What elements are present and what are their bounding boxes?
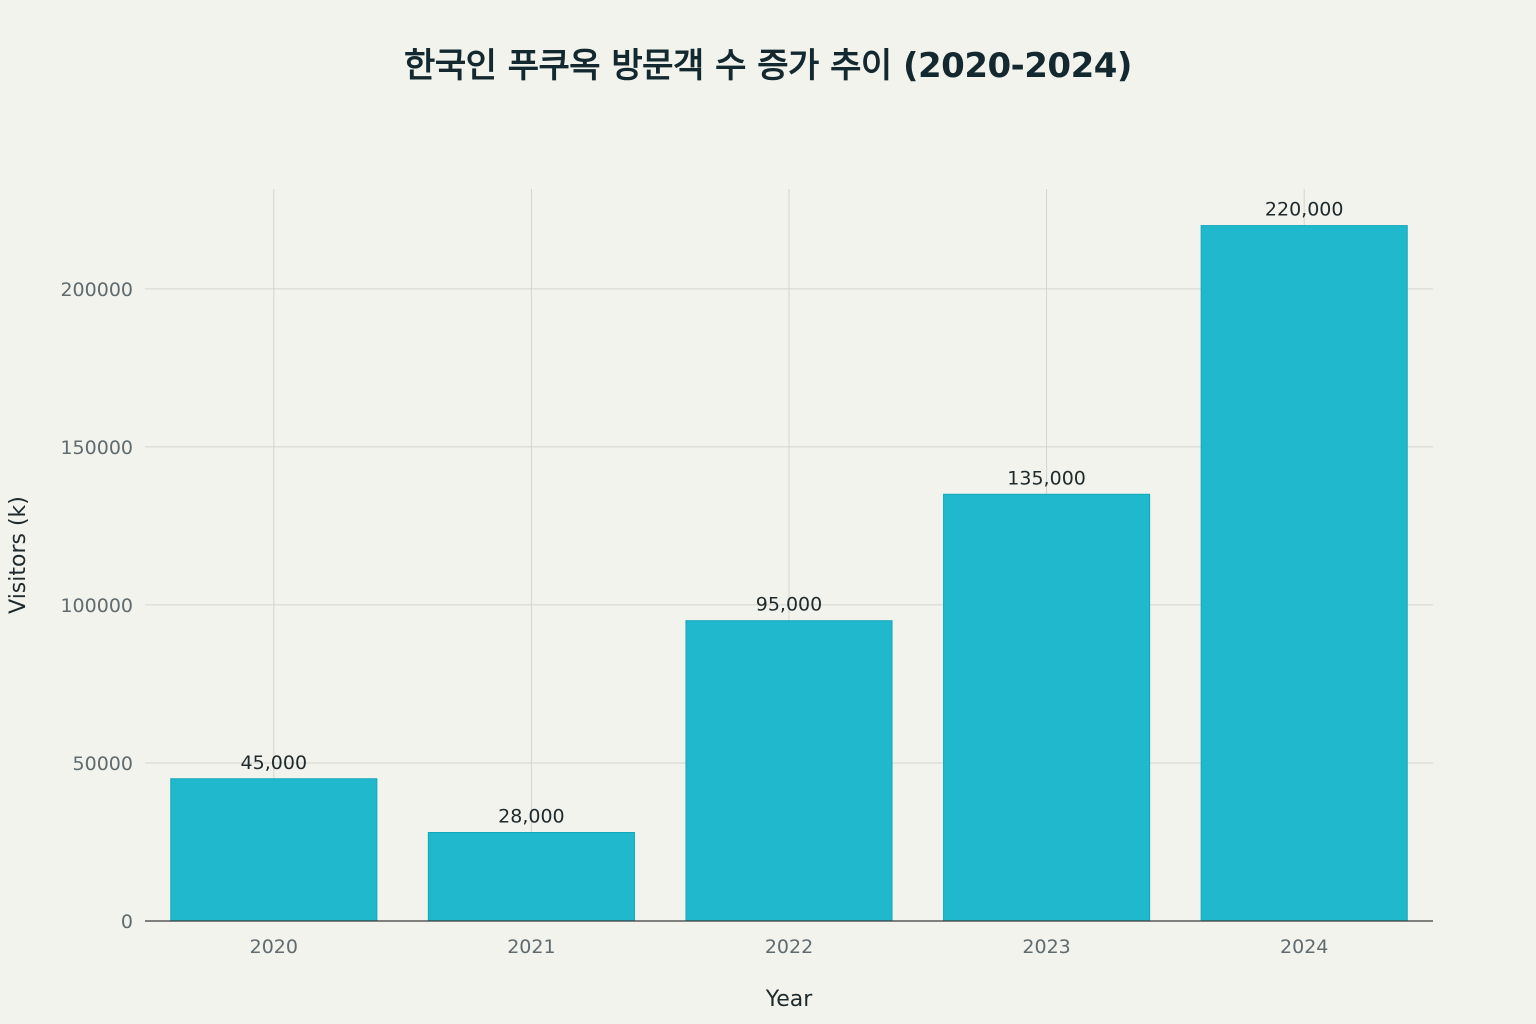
data-label: 95,000 [756, 594, 822, 616]
data-label: 45,000 [241, 752, 307, 774]
y-tick-label: 150000 [60, 437, 133, 459]
chart-title: 한국인 푸쿠옥 방문객 수 증가 추이 (2020-2024) [404, 46, 1132, 86]
x-tick-label: 2022 [765, 936, 813, 958]
x-tick-label: 2024 [1280, 936, 1328, 958]
x-tick-label: 2021 [507, 936, 555, 958]
data-label: 28,000 [498, 805, 564, 827]
bar [427, 831, 635, 922]
data-label: 220,000 [1265, 199, 1344, 221]
y-tick-label: 0 [121, 911, 133, 933]
y-tick-label: 100000 [60, 595, 133, 617]
data-label: 135,000 [1007, 467, 1086, 489]
bar [170, 778, 378, 922]
bar [943, 493, 1151, 922]
bar [685, 620, 893, 922]
x-axis-title: Year [765, 987, 814, 1012]
y-axis-title: Visitors (k) [6, 496, 31, 614]
x-tick-label: 2023 [1022, 936, 1070, 958]
y-tick-label: 50000 [73, 753, 133, 775]
x-tick-label: 2020 [250, 936, 298, 958]
bar [1200, 225, 1408, 922]
y-tick-label: 200000 [60, 279, 133, 301]
